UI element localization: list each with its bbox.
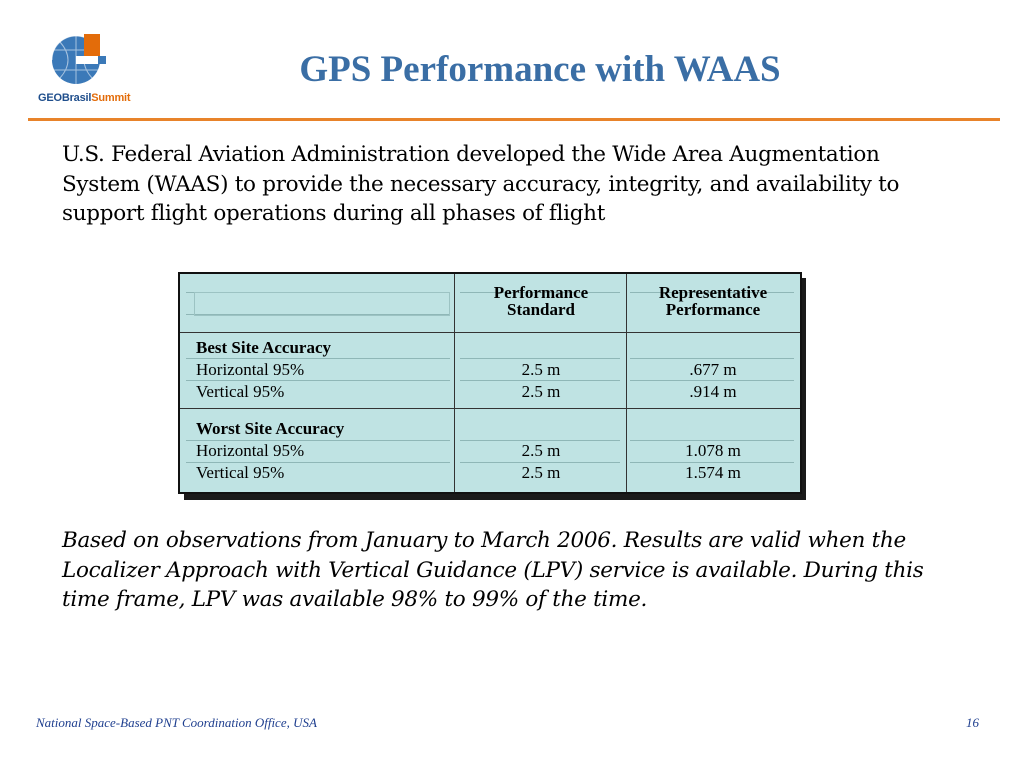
title-divider: [28, 118, 1000, 121]
row-label: Horizontal 95%: [196, 360, 305, 379]
row-standard: 2.5 m: [521, 463, 561, 482]
section-title-worst: Worst Site Accuracy: [196, 419, 345, 438]
section-title-best: Best Site Accuracy: [196, 338, 332, 357]
page-number: 16: [966, 715, 979, 730]
row-representative: .677 m: [689, 360, 737, 379]
row-standard: 2.5 m: [521, 360, 561, 379]
row-label: Vertical 95%: [196, 463, 285, 482]
header-representative-performance: Representative Performance: [658, 283, 768, 319]
header-performance-standard: Performance Standard: [493, 283, 589, 319]
observation-note: Based on observations from January to Ma…: [62, 528, 924, 612]
performance-table: Performance Standard Representative Perf…: [178, 272, 806, 500]
row-label: Vertical 95%: [196, 382, 285, 401]
row-representative: 1.078 m: [685, 441, 741, 460]
geobrasil-logo: [32, 30, 132, 110]
slide-title: GPS Performance with WAAS: [299, 49, 781, 90]
table-body: Performance Standard Representative Perf…: [178, 272, 802, 494]
row-representative: 1.574 m: [685, 463, 741, 482]
globe-logo-icon: [51, 34, 106, 84]
intro-paragraph: U.S. Federal Aviation Administration dev…: [62, 142, 900, 226]
row-standard: 2.5 m: [521, 441, 561, 460]
row-representative: .914 m: [689, 382, 737, 401]
logo-wordmark: GEOBrasilSummit: [38, 92, 131, 104]
row-label: Horizontal 95%: [196, 441, 305, 460]
row-standard: 2.5 m: [521, 382, 561, 401]
footer-organization: National Space-Based PNT Coordination Of…: [36, 715, 317, 730]
